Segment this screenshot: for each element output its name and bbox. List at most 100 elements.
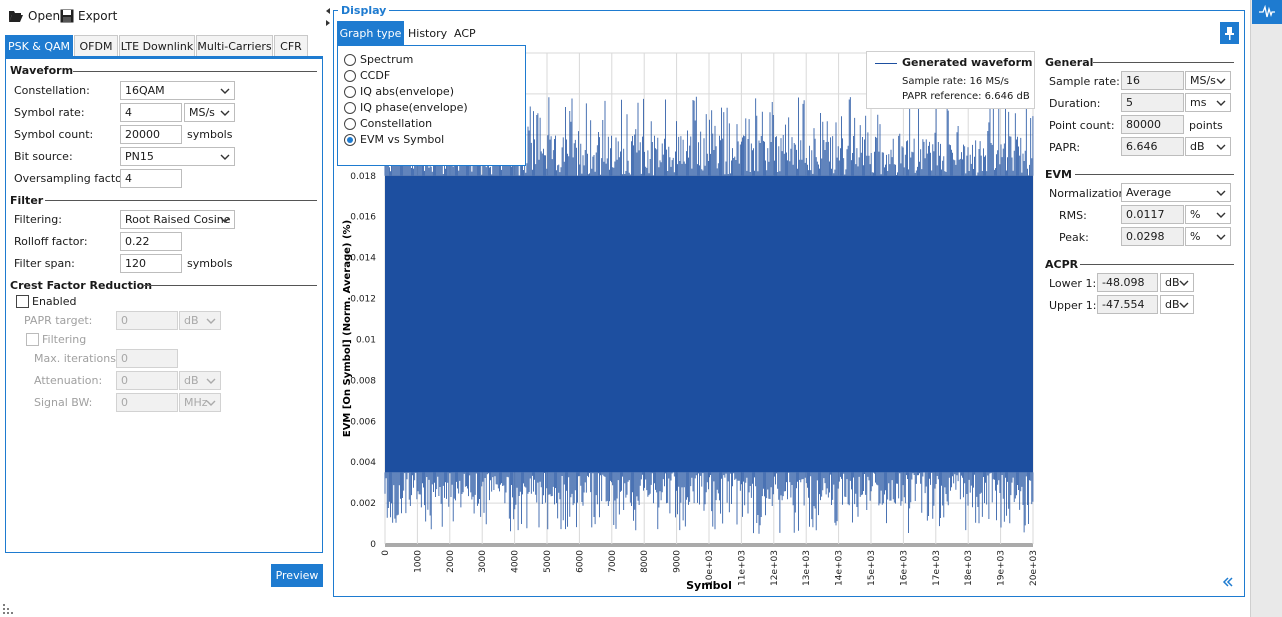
tab-acp[interactable]: ACP [454,27,476,40]
papr-value: 6.646 [1121,137,1184,156]
peak-unit-select[interactable]: % [1185,227,1231,246]
constellation-label: Constellation: [14,84,90,97]
radio-evm-vs-symbol[interactable] [344,134,356,146]
radio-label: IQ abs(envelope) [360,85,454,98]
y-tick-label: 0.004 [350,458,376,468]
tab-multi-carriers[interactable]: Multi-Carriers [196,35,273,56]
legend-papr: PAPR reference: 6.646 dB [902,91,1030,102]
section-divider [73,71,317,72]
symbol-rate-input[interactable]: 4 [120,103,182,122]
right-side-strip [1250,0,1282,617]
tab-cfr[interactable]: CFR [274,35,308,56]
chevron-down-icon [206,378,216,384]
papr-unit-select[interactable]: dB [1185,137,1231,156]
cfr-filtering-label: Filtering [42,333,87,346]
signal-bw-unit-select[interactable]: MHz [179,393,221,412]
y-tick-label: 0.016 [350,213,376,223]
x-tick-label: 10e+03 [705,550,715,586]
symbol-count-input[interactable]: 20000 [120,125,182,144]
tab-label: LTE Downlink [120,39,194,53]
radio-ccdf[interactable] [344,70,356,82]
constellation-select[interactable]: 16QAM [120,81,235,100]
evm-spikes-lower [384,472,1034,534]
resize-grip-icon[interactable] [2,602,14,614]
pin-button[interactable] [1220,22,1239,44]
attenuation-input[interactable]: 0 [116,371,178,390]
x-tick-label: 1000 [413,550,423,573]
tab-label: History [408,27,448,40]
symbol-count-label: Symbol count: [14,128,94,141]
evm-section-title: EVM [1045,168,1072,181]
peak-value: 0.0298 [1121,227,1184,246]
oversampling-label: Oversampling factor: [14,172,130,185]
select-value: MHz [184,396,208,409]
chevron-down-icon [1216,234,1226,240]
filter-span-unit: symbols [187,257,233,270]
signal-bw-input[interactable]: 0 [116,393,178,412]
symbol-rate-unit-select[interactable]: MS/s [184,103,235,122]
open-button[interactable]: Open [8,7,60,25]
filtering-select[interactable]: Root Raised Cosine [120,210,235,229]
acpr-section-title: ACPR [1045,258,1079,271]
sample-rate-label: Sample rate: [1049,75,1120,88]
rms-unit-select[interactable]: % [1185,205,1231,224]
max-iterations-label: Max. iterations: [34,352,120,365]
papr-target-unit-select[interactable]: dB [179,311,221,330]
tab-lte-downlink[interactable]: LTE Downlink [119,35,195,56]
waveform-panel-button[interactable] [1252,0,1282,24]
sample-rate-unit-select[interactable]: MS/s [1185,71,1231,90]
x-tick-label: 20e+03 [1029,550,1039,586]
duration-value: 5 [1121,93,1184,112]
select-value: % [1190,230,1201,243]
tab-ofdm[interactable]: OFDM [74,35,118,56]
tab-graph-type[interactable]: Graph type [337,21,404,45]
tab-label: ACP [454,27,476,40]
cfr-enabled-checkbox[interactable] [16,295,29,308]
papr-target-input[interactable]: 0 [116,311,178,330]
tab-label: Multi-Carriers [197,39,272,53]
oversampling-input[interactable]: 4 [120,169,182,188]
select-value: MS/s [1190,74,1216,87]
cfr-filtering-checkbox[interactable] [26,333,39,346]
filter-span-input[interactable]: 120 [120,254,182,273]
radio-iq-abs[interactable] [344,86,356,98]
tab-history[interactable]: History [408,27,447,40]
open-label: Open [28,9,61,23]
attenuation-label: Attenuation: [34,374,103,387]
section-divider [1080,264,1234,265]
y-tick-label: 0.01 [356,335,376,345]
legend-sample-rate: Sample rate: 16 MS/s [902,76,1009,87]
pin-icon [1225,27,1234,40]
preview-button[interactable]: Preview [271,564,323,587]
radio-iq-phase[interactable] [344,102,356,114]
tab-psk-qam[interactable]: PSK & QAM [5,35,73,56]
filter-section-title: Filter [10,194,44,207]
select-value: dB [1190,140,1205,153]
acpr-upper-unit-select[interactable]: dB [1160,295,1194,314]
attenuation-unit-select[interactable]: dB [179,371,221,390]
x-tick-label: 16e+03 [899,550,909,586]
select-value: dB [184,314,199,327]
collapse-icon[interactable] [1222,576,1234,588]
display-title: Display [338,4,390,17]
radio-spectrum[interactable] [344,54,356,66]
y-tick-label: 0.018 [350,172,376,182]
radio-constellation[interactable] [344,118,356,130]
section-divider [45,200,317,201]
x-tick-label: 11e+03 [737,550,747,586]
max-iterations-input[interactable]: 0 [116,349,178,368]
y-axis-title: EVM [On Symbol] (Norm. Average) (%) [342,220,353,437]
x-tick-label: 19e+03 [997,550,1007,586]
psk-qam-panel [5,56,323,553]
chevron-down-icon [1216,190,1226,196]
bit-source-select[interactable]: PN15 [120,147,235,166]
papr-target-label: PAPR target: [24,314,93,327]
export-button[interactable]: Export [60,7,117,25]
splitter-arrows-icon[interactable] [324,6,332,28]
y-tick-label: 0.008 [350,376,376,386]
rolloff-input[interactable]: 0.22 [120,232,182,251]
x-tick-label: 13e+03 [802,550,812,586]
duration-unit-select[interactable]: ms [1185,93,1231,112]
acpr-lower-unit-select[interactable]: dB [1160,273,1194,292]
normalization-select[interactable]: Average [1121,183,1231,202]
